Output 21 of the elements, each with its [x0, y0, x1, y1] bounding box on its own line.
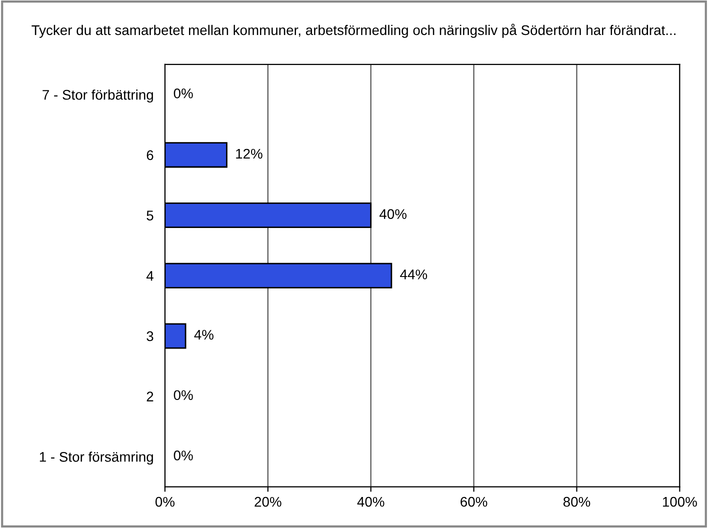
data-label: 4%: [194, 330, 214, 340]
data-label: 44%: [400, 270, 428, 280]
x-tick-label: 40%: [357, 496, 384, 507]
y-tick-label: 5: [146, 210, 154, 220]
data-label: 0%: [174, 450, 193, 460]
data-label: 0%: [174, 390, 193, 400]
x-tick-label: 80%: [563, 496, 590, 507]
y-tick-label: 6: [146, 150, 154, 160]
x-tick-label: 100%: [662, 496, 697, 507]
y-tick-label: 1 - Stor försämring: [40, 452, 153, 465]
y-tick-label: 4: [146, 271, 154, 281]
chart-title: Tycker du att samarbetet mellan kommuner, arbetsförmedling och näringsliv på Södertörn har förändrat...: [32, 24, 676, 38]
x-tick-label: 20%: [254, 496, 282, 507]
x-tick-label: 0%: [155, 496, 175, 507]
y-tick-label: 2: [146, 392, 154, 402]
y-tick-label: 7 - Stor förbättring: [42, 90, 153, 102]
y-tick-label: 3: [146, 331, 154, 342]
x-tick-label: 60%: [460, 496, 488, 507]
data-label: 12%: [236, 148, 262, 159]
data-label: 40%: [380, 209, 406, 219]
data-label: 0%: [174, 88, 193, 98]
